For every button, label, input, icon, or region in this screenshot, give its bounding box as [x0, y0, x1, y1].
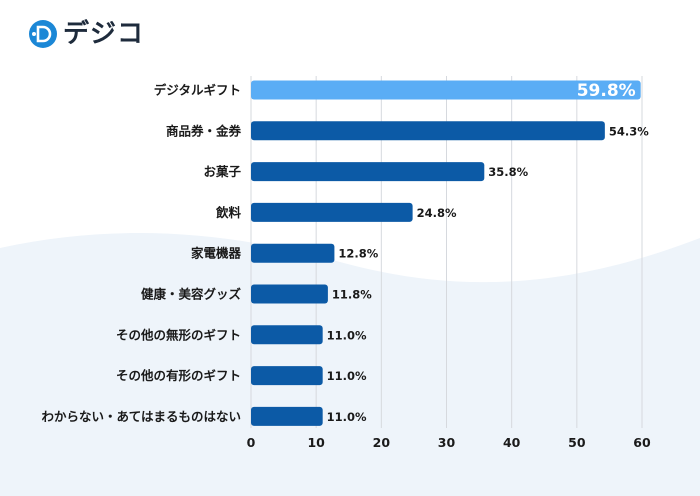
x-tick-label: 50	[568, 435, 586, 450]
bar	[251, 284, 328, 304]
x-tick-label: 0	[247, 435, 256, 450]
bar	[251, 325, 323, 345]
bar	[251, 406, 323, 426]
category-label: 健康・美容グッズ	[141, 287, 242, 302]
category-label: お菓子	[203, 164, 241, 179]
bar-value-label: 24.8%	[417, 206, 457, 220]
category-label: その他の有形のギフト	[116, 368, 241, 383]
bar	[251, 243, 335, 263]
bar-value-label: 35.8%	[488, 165, 528, 179]
brand-logo: デジコ	[28, 18, 144, 50]
x-tick-label: 30	[438, 435, 456, 450]
x-tick-label: 10	[307, 435, 325, 450]
bar-value-label: 11.8%	[332, 288, 372, 302]
wave-shape	[0, 233, 700, 496]
bar	[251, 121, 605, 141]
bar-value-label: 59.8%	[577, 81, 636, 101]
bar-value-label: 11.0%	[327, 369, 367, 383]
bar-highlight	[251, 80, 641, 100]
category-label: わからない・あてはまるものはない	[41, 409, 241, 424]
bar-value-label: 11.0%	[327, 410, 367, 424]
category-label: その他の無形のギフト	[116, 327, 241, 342]
bar-value-label: 12.8%	[338, 247, 378, 261]
brand-name: デジコ	[63, 19, 145, 49]
bar	[251, 162, 485, 182]
x-tick-label: 20	[373, 435, 391, 450]
category-label: 飲料	[215, 205, 242, 220]
bar-value-label: 54.3%	[609, 124, 649, 138]
bar-value-label: 11.0%	[327, 328, 367, 342]
category-label: 商品券・金券	[166, 123, 242, 138]
d-logo-icon	[29, 20, 57, 48]
x-tick-label: 60	[633, 435, 651, 450]
category-label: 家電機器	[191, 246, 242, 261]
bar	[251, 202, 413, 222]
bar	[251, 366, 323, 386]
x-tick-label: 40	[503, 435, 521, 450]
category-label: デジタルギフト	[154, 83, 241, 98]
